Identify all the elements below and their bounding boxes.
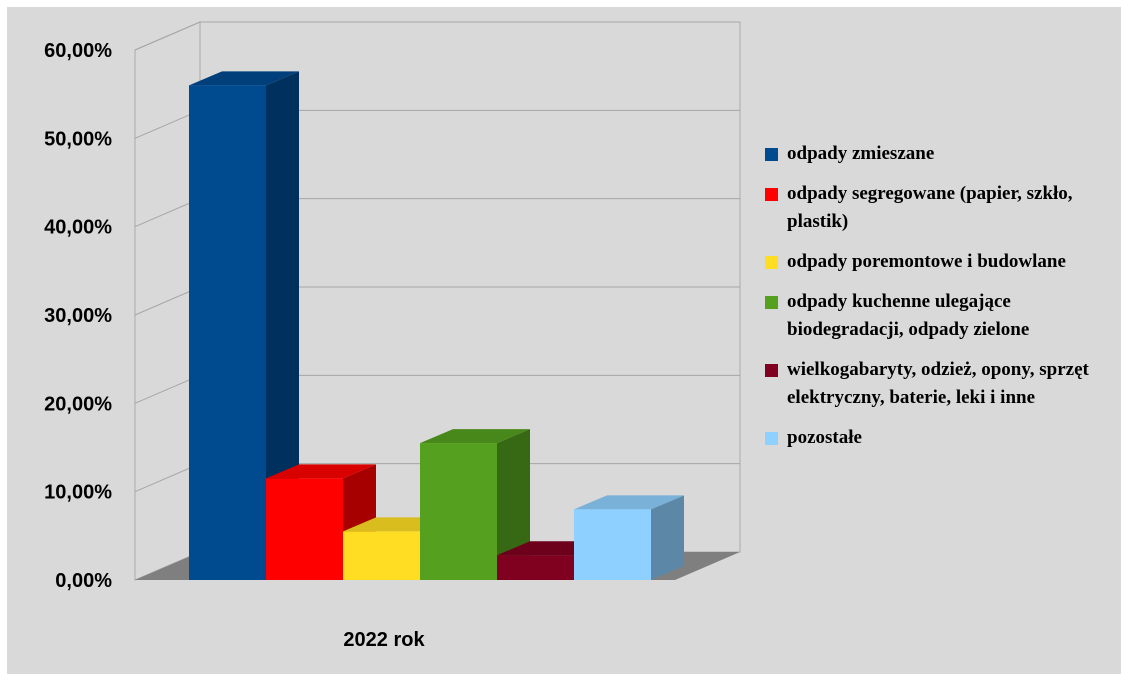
bar-side [497, 429, 530, 580]
legend-swatch [765, 256, 778, 269]
bar-front [420, 443, 497, 580]
legend-swatch [765, 188, 778, 201]
bar [189, 71, 299, 580]
y-tick-label: 20,00% [44, 393, 112, 415]
bar-side [266, 71, 299, 580]
x-category-label: 2022 rok [343, 629, 425, 651]
legend-item: odpady kuchenne ulegające biodegradacji,… [765, 288, 1125, 344]
bar-front [189, 85, 266, 580]
legend: odpady zmieszane odpady segregowane (papi… [765, 140, 1125, 464]
legend-label: pozostałe [787, 427, 862, 448]
legend-swatch [765, 432, 778, 445]
legend-label: odpady segregowane (papier, szkło, plast… [787, 183, 1073, 232]
legend-label: wielkogabaryty, odzież, opony, sprzęt el… [787, 359, 1089, 408]
y-tick-label: 10,00% [44, 482, 112, 504]
bar-top [420, 429, 530, 444]
legend-item: wielkogabaryty, odzież, opony, sprzęt el… [765, 356, 1125, 412]
bar-front [343, 531, 420, 580]
y-tick-label: 40,00% [44, 217, 112, 239]
bar [266, 464, 376, 580]
legend-swatch [765, 364, 778, 377]
bar-top [189, 71, 299, 86]
bar-front [266, 478, 343, 580]
bar [574, 495, 684, 580]
legend-item: odpady segregowane (papier, szkło, plast… [765, 180, 1125, 236]
bar [420, 429, 530, 580]
y-tick-label: 0,00% [55, 570, 112, 592]
legend-item: odpady poremontowe i budowlane [765, 248, 1125, 276]
bar-front [574, 509, 651, 580]
y-tick-label: 30,00% [44, 305, 112, 327]
legend-item: odpady zmieszane [765, 140, 1125, 168]
legend-swatch [765, 148, 778, 161]
legend-label: odpady kuchenne ulegające biodegradacji,… [787, 291, 1030, 340]
bars [189, 71, 684, 580]
gridline [134, 21, 740, 51]
legend-swatch [765, 296, 778, 309]
bar-top [266, 464, 376, 479]
y-tick-label: 50,00% [44, 128, 112, 150]
bar-side [651, 495, 684, 580]
bar-top [574, 495, 684, 510]
bar-front [497, 555, 574, 580]
y-tick-label: 60,00% [44, 40, 112, 62]
legend-item: pozostałe [765, 424, 1125, 452]
y-axis-ticks: 0,00% 10,00% 20,00% 30,00% 40,00% 50,00% 60,00… [44, 40, 112, 592]
legend-label: odpady poremontowe i budowlane [787, 251, 1066, 272]
legend-label: odpady zmieszane [787, 143, 935, 164]
